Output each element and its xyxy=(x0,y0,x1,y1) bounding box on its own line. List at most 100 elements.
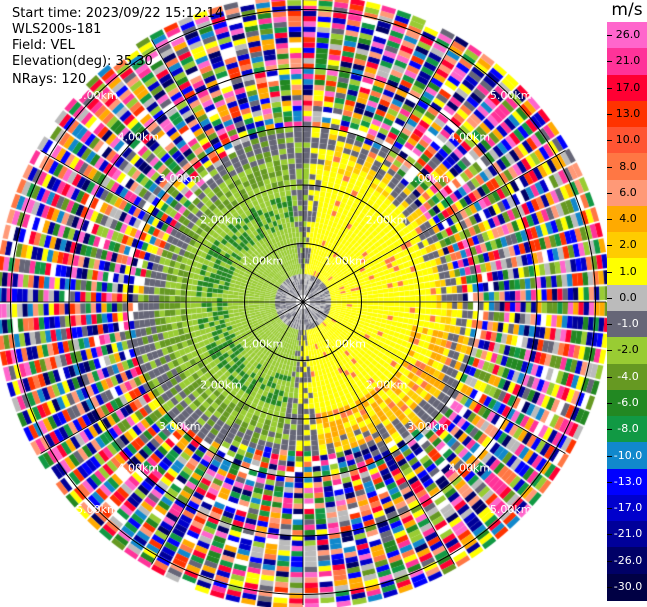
range-ring-label: 2.00km xyxy=(366,379,408,392)
nrays-label: NRays: 120 xyxy=(12,72,87,87)
range-ring-label: 4.00km xyxy=(448,131,490,144)
colorbar-tick-label: -17.0 xyxy=(613,501,643,515)
colorbar-segment xyxy=(607,573,647,601)
colorbar-segment xyxy=(607,22,647,50)
colorbar-segment xyxy=(607,311,647,339)
colorbar-tick-label: -1.0 xyxy=(617,317,639,331)
colorbar-tick-label: -4.0 xyxy=(617,369,639,383)
colorbar-segment xyxy=(607,258,647,286)
range-ring-label: 2.00km xyxy=(200,379,242,392)
colorbar-segment xyxy=(607,389,647,418)
range-ring-label: 2.00km xyxy=(200,213,242,226)
colorbar-tick-label: -21.0 xyxy=(613,527,643,541)
colorbar-tick-label: 13.0 xyxy=(615,106,641,120)
colorbar-tick xyxy=(607,87,612,89)
colorbar-segment xyxy=(607,74,647,102)
range-ring-label: 3.00km xyxy=(159,172,201,185)
colorbar-tick-label: -6.0 xyxy=(617,395,639,409)
colorbar-tick-label: -26.0 xyxy=(613,553,643,567)
colorbar-segment xyxy=(607,337,647,365)
range-ring-label: 1.00km xyxy=(324,337,366,350)
instrument-label: WLS200s-181 xyxy=(12,22,102,37)
colorbar-tick-label: -13.0 xyxy=(613,474,643,488)
colorbar-tick xyxy=(607,166,612,168)
colorbar-tick xyxy=(607,271,612,273)
colorbar-tick xyxy=(607,508,612,510)
colorbar-tick-label: 4.0 xyxy=(619,212,637,226)
colorbar-tick xyxy=(607,219,612,221)
colorbar-tick-label: 17.0 xyxy=(615,80,641,94)
colorbar-tick xyxy=(607,376,612,378)
range-ring-label: 1.00km xyxy=(242,255,284,268)
range-ring-label: 3.00km xyxy=(407,420,449,433)
range-ring-label: 5.00km xyxy=(490,503,532,516)
colorbar-tick-label: 0.0 xyxy=(619,290,637,304)
colorbar-segment xyxy=(607,232,647,260)
colorbar-segment xyxy=(607,205,647,234)
colorbar-tick xyxy=(607,61,612,63)
colorbar-tick-label: -10.0 xyxy=(613,448,643,462)
colorbar-tick-label: 8.0 xyxy=(619,159,637,173)
colorbar-tick-label: 6.0 xyxy=(619,185,637,199)
colorbar-tick-label: 10.0 xyxy=(615,133,641,147)
azimuth-spoke xyxy=(151,39,304,303)
colorbar-segment xyxy=(607,179,647,207)
colorbar-tick xyxy=(607,560,612,562)
colorbar-tick-label: 2.0 xyxy=(619,238,637,252)
colorbar-segment xyxy=(607,494,647,523)
azimuth-spoke xyxy=(302,39,455,303)
range-ring-label: 4.00km xyxy=(118,131,160,144)
colorbar-segment xyxy=(607,547,647,575)
colorbar-tick xyxy=(607,402,612,404)
start-time-label: Start time: 2023/09/22 15:12:14 xyxy=(12,6,224,21)
field-label: Field: VEL xyxy=(12,38,75,53)
colorbar-segment xyxy=(607,153,647,181)
colorbar-tick xyxy=(607,455,612,457)
colorbar-tick xyxy=(607,350,612,352)
range-ring-label: 5.00km xyxy=(490,89,532,102)
colorbar-tick-label: -2.0 xyxy=(617,343,639,357)
colorbar-segment xyxy=(607,468,647,496)
range-ring-label: 3.00km xyxy=(159,420,201,433)
colorbar-segment xyxy=(607,100,647,129)
azimuth-spoke xyxy=(302,301,455,565)
colorbar-tick xyxy=(607,140,612,142)
range-ring-label: 2.00km xyxy=(366,213,408,226)
azimuth-spoke xyxy=(40,301,304,454)
colorbar-tick xyxy=(607,429,612,431)
range-ring-label: 3.00km xyxy=(407,172,449,185)
colorbar-segment xyxy=(607,284,647,312)
azimuth-spoke xyxy=(40,150,304,303)
colorbar-tick xyxy=(607,297,612,299)
colorbar-tick xyxy=(607,35,612,37)
colorbar-segment xyxy=(607,521,647,549)
colorbar-unit: m/s xyxy=(611,0,643,20)
colorbar-tick xyxy=(607,534,612,536)
colorbar-tick xyxy=(607,481,612,483)
colorbar-tick-label: -8.0 xyxy=(617,422,639,436)
azimuth-spoke xyxy=(151,301,304,565)
colorbar-tick-label: 1.0 xyxy=(619,264,637,278)
colorbar-tick-label: 21.0 xyxy=(615,54,641,68)
colorbar-segment xyxy=(607,48,647,76)
azimuth-spoke xyxy=(302,150,566,303)
colorbar-segment xyxy=(607,442,647,470)
range-ring-label: 1.00km xyxy=(242,337,284,350)
elevation-label: Elevation(deg): 35.30 xyxy=(12,54,153,69)
colorbar-tick xyxy=(607,192,612,194)
range-ring-label: 4.00km xyxy=(448,461,490,474)
colorbar: 26.0 21.0 17.0 13.0 10.0 8.0 6.0 4.0 2.0 1.0 0.0 -1… xyxy=(607,22,647,601)
colorbar-tick xyxy=(607,324,612,326)
range-ring-label: 4.00km xyxy=(118,461,160,474)
range-ring-label: 5.00km xyxy=(76,89,118,102)
azimuth-spoke xyxy=(302,301,566,454)
range-ring-label: 1.00km xyxy=(324,255,366,268)
colorbar-segment xyxy=(607,416,647,444)
colorbar-segment xyxy=(607,363,647,391)
colorbar-tick xyxy=(607,113,612,115)
range-ring-label: 5.00km xyxy=(76,503,118,516)
colorbar-segment xyxy=(607,127,647,155)
